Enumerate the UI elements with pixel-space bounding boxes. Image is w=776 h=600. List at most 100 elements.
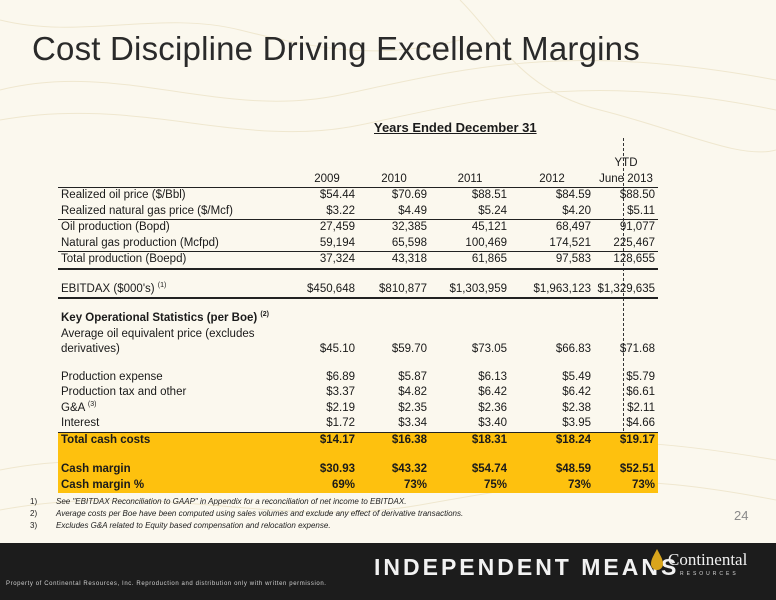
- cell: $3.37: [326, 386, 355, 399]
- ytd-label: YTD: [614, 157, 638, 170]
- cell: $19.17: [594, 432, 658, 448]
- row-label: Average oil equivalent price (excludes: [61, 327, 255, 340]
- cell: $3.40: [430, 416, 510, 433]
- cell: 174,521: [510, 235, 594, 252]
- oil-drop-logo-icon: [651, 549, 663, 570]
- cell: $84.59: [555, 189, 591, 202]
- row-label: Cash margin %: [58, 477, 296, 493]
- cell: $59.70: [391, 343, 427, 356]
- cell: 69%: [296, 477, 358, 493]
- column-header: 2012: [510, 171, 594, 188]
- section-header-text: Key Operational Statistics (per Boe): [61, 312, 258, 325]
- cell: $66.83: [555, 343, 591, 356]
- cell: 32,385: [391, 221, 427, 234]
- footnotes: 1) See "EBITDAX Reconciliation to GAAP" i…: [30, 496, 463, 532]
- cell: $3.34: [358, 416, 430, 433]
- cell: $4.49: [358, 203, 430, 220]
- table-period-header: Years Ended December 31: [374, 120, 537, 135]
- cell: 97,583: [510, 251, 594, 270]
- cell: 27,459: [319, 221, 355, 234]
- cell: $2.11: [627, 401, 655, 414]
- footnote-number: 1): [30, 497, 38, 506]
- cell: $71.68: [619, 343, 655, 356]
- footer-brand-name: Continental: [668, 550, 748, 569]
- footnote-number: 2): [30, 509, 38, 518]
- cell: 225,467: [594, 235, 658, 252]
- table-row: Realized oil price ($/Bbl) $54.44 $70.69…: [58, 188, 658, 204]
- footnote: 3) Excludes G&A related to Equity based c…: [30, 520, 463, 532]
- row-label: Interest: [58, 416, 296, 433]
- footnote-ref: (3): [87, 400, 97, 408]
- cell: 45,121: [471, 221, 507, 234]
- table-row: derivatives) $45.10 $59.70 $73.05 $66.83…: [58, 342, 658, 358]
- row-label: Cash margin: [58, 462, 296, 478]
- cell: $18.31: [430, 432, 510, 448]
- cell: 43,318: [358, 251, 430, 270]
- cell: $3.22: [296, 203, 358, 220]
- row-label: G&A (3): [58, 401, 296, 417]
- cell: $1,963,123: [510, 281, 594, 299]
- cell: $810,877: [358, 281, 430, 299]
- footnote-number: 3): [30, 521, 38, 530]
- column-header: 2011: [430, 171, 510, 188]
- cell: $3.95: [510, 416, 594, 433]
- cell: 65,598: [358, 235, 430, 252]
- cell: 100,469: [430, 235, 510, 252]
- page-number: 24: [734, 508, 749, 523]
- cell: $2.36: [478, 401, 507, 414]
- row-label: derivatives): [61, 343, 120, 356]
- cell: $1,303,959: [430, 281, 510, 299]
- row-label: Natural gas production (Mcfpd): [58, 235, 296, 252]
- footer-brand-subtitle: RESOURCES: [680, 571, 739, 577]
- row-label: Total production (Boepd): [58, 251, 296, 270]
- cell: $6.61: [626, 386, 655, 399]
- cell: $30.93: [296, 462, 358, 478]
- table-row: Total production (Boepd) 37,324 43,318 6…: [58, 251, 658, 270]
- cell: $6.42: [478, 386, 507, 399]
- cell: 73%: [358, 477, 430, 493]
- row-label: Realized natural gas price ($/Mcf): [58, 203, 296, 220]
- cell: 73%: [510, 477, 594, 493]
- ytd-label-row: YTD: [58, 156, 658, 172]
- table-row: G&A (3) $2.19 $2.35 $2.36 $2.38 $2.11: [58, 401, 658, 417]
- footnote-ref: (1): [157, 281, 167, 289]
- table-row: EBITDAX ($000's) (1) $450,648 $810,877 $…: [58, 281, 658, 299]
- table-row: Realized natural gas price ($/Mcf) $3.22…: [58, 203, 658, 220]
- footnote-text: Excludes G&A related to Equity based com…: [56, 521, 331, 530]
- footer-tagline: INDEPENDENT MEANS: [374, 554, 680, 580]
- column-header-row: 2009 2010 2011 2012 June 2013: [58, 171, 658, 188]
- table-row: Average oil equivalent price (excludes: [58, 327, 658, 343]
- row-label-text: EBITDAX ($000's): [61, 282, 155, 295]
- cell: $88.51: [471, 189, 507, 202]
- cell: $73.05: [471, 343, 507, 356]
- cell: $4.20: [510, 203, 594, 220]
- cell: 128,655: [594, 251, 658, 270]
- row-label: Oil production (Bopd): [61, 221, 170, 234]
- spacer-row: [58, 298, 658, 311]
- row-label: Realized oil price ($/Bbl): [61, 189, 186, 202]
- cell: $5.87: [398, 370, 427, 383]
- row-label: Production expense: [61, 370, 163, 383]
- cell: $6.42: [562, 386, 591, 399]
- cell: $43.32: [358, 462, 430, 478]
- spacer-row: [58, 269, 658, 282]
- row-label: Total cash costs: [58, 432, 296, 448]
- row-label: EBITDAX ($000's) (1): [58, 281, 296, 299]
- cell: $45.10: [319, 343, 355, 356]
- cell: $48.59: [510, 462, 594, 478]
- cell: $4.66: [594, 416, 658, 433]
- row-label: Production tax and other: [61, 386, 187, 399]
- cell: $5.79: [626, 370, 655, 383]
- financial-table: YTD 2009 2010 2011 2012 June 2013 Realiz…: [58, 156, 658, 493]
- cell: $70.69: [391, 189, 427, 202]
- footer-bar: [0, 543, 776, 600]
- section-header: Key Operational Statistics (per Boe) (2): [58, 311, 658, 327]
- ytd-column-divider: [623, 138, 624, 486]
- cell: $5.24: [430, 203, 510, 220]
- cell: 73%: [594, 477, 658, 493]
- column-header: June 2013: [594, 171, 658, 188]
- cell: $16.38: [358, 432, 430, 448]
- column-header: 2009: [296, 171, 358, 188]
- cell: $6.89: [326, 370, 355, 383]
- table-row: Production expense $6.89 $5.87 $6.13 $5.…: [58, 370, 658, 386]
